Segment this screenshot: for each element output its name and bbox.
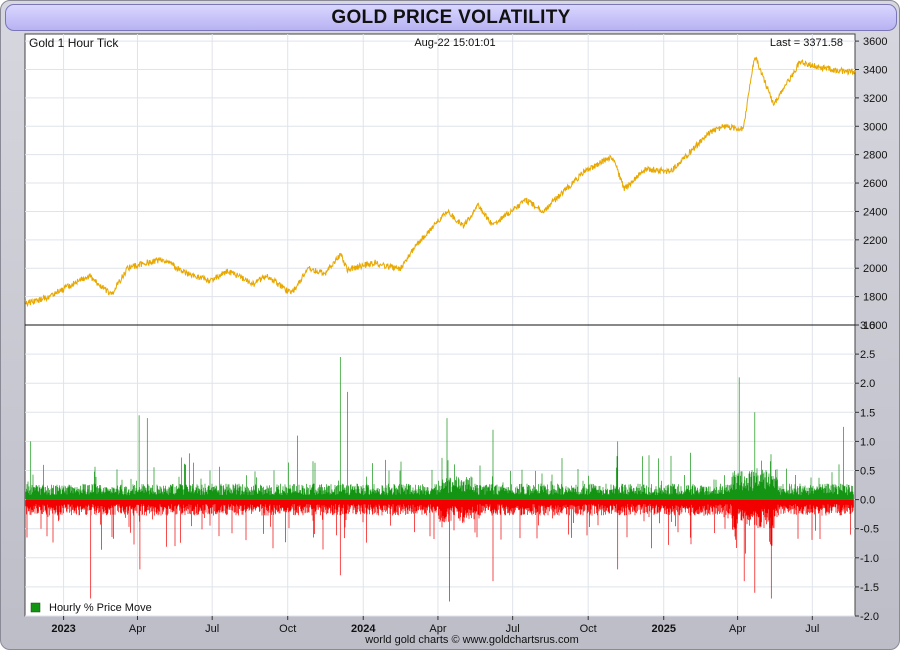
- timestamp-label: Aug-22 15:01:01: [414, 37, 495, 49]
- chart-title: GOLD PRICE VOLATILITY: [331, 7, 571, 28]
- price-y-tick-label: 2600: [863, 178, 887, 190]
- price-y-tick-label: 3000: [863, 121, 887, 133]
- last-price-label: Last = 3371.58: [770, 37, 843, 49]
- price-y-tick-label: 2200: [863, 235, 887, 247]
- x-tick-label: Apr: [129, 623, 146, 635]
- x-tick-label: Oct: [279, 623, 296, 635]
- volatility-y-tick-label: -0.5: [860, 524, 879, 536]
- legend-swatch: [30, 602, 41, 613]
- price-series-label: Gold 1 Hour Tick: [29, 36, 119, 50]
- price-y-tick-label: 1800: [863, 292, 887, 304]
- x-tick-label: Apr: [729, 623, 746, 635]
- volatility-y-tick-label: 0.0: [860, 495, 875, 507]
- volatility-y-tick-label: -2.0: [860, 611, 879, 623]
- x-tick-label: Apr: [429, 623, 446, 635]
- x-tick-label: Oct: [580, 623, 597, 635]
- x-tick-label: 2023: [51, 623, 75, 635]
- legend-label: Hourly % Price Move: [49, 602, 152, 614]
- volatility-y-tick-label: -1.5: [860, 582, 879, 594]
- volatility-bars: [25, 357, 854, 602]
- volatility-y-tick-label: -1.0: [860, 553, 879, 565]
- x-tick-label: Jul: [506, 623, 520, 635]
- x-tick-label: Jul: [805, 623, 819, 635]
- volatility-y-tick-label: 1.5: [860, 407, 875, 419]
- footer-credit: world gold charts © www.goldchartsrus.co…: [364, 634, 579, 646]
- price-y-tick-label: 3400: [863, 64, 887, 76]
- price-line: [24, 56, 856, 308]
- volatility-y-tick-label: 2.0: [860, 378, 875, 390]
- volatility-y-tick-label: 2.5: [860, 349, 875, 361]
- positive-move-bars: [25, 357, 854, 500]
- x-tick-label: 2025: [651, 623, 675, 635]
- price-y-axis: 1600 1800 2000 2200 2400 2600 2800 3000 3200 3400…: [855, 36, 887, 332]
- title-bar: GOLD PRICE VOLATILITY: [5, 4, 897, 31]
- volatility-y-axis: -2.0 -1.5 -1.0 -0.5 0.0 0.5 1.0 1.5 2.0 2.5 3.0: [855, 320, 879, 623]
- volatility-y-tick-label: 3.0: [860, 320, 875, 332]
- x-tick-label: Jul: [205, 623, 219, 635]
- x-axis: 2023 Apr Jul Oct 2024 Apr Jul Oct 2025 Apr Jul: [51, 616, 819, 635]
- x-tick-label: 2024: [351, 623, 376, 635]
- volatility-y-tick-label: 0.5: [860, 466, 875, 478]
- price-y-tick-label: 3600: [863, 36, 887, 48]
- price-y-tick-label: 2400: [863, 206, 887, 218]
- price-y-tick-label: 2800: [863, 150, 887, 162]
- volatility-y-tick-label: 1.0: [860, 436, 875, 448]
- negative-move-bars: [25, 499, 854, 602]
- price-y-tick-label: 3200: [863, 93, 887, 105]
- price-y-tick-label: 1600: [863, 320, 887, 332]
- price-y-tick-label: 2000: [863, 263, 887, 275]
